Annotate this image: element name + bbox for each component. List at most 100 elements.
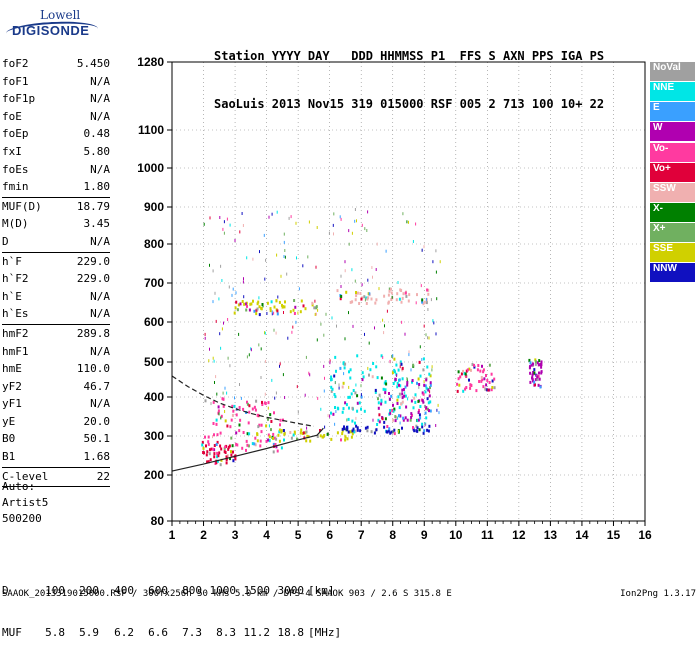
param-label: yF1 bbox=[2, 397, 22, 411]
echo-point bbox=[387, 300, 390, 304]
echo-point bbox=[370, 430, 373, 434]
echo-point bbox=[245, 439, 248, 443]
echo-point bbox=[276, 210, 278, 214]
echo-point bbox=[410, 415, 413, 419]
echo-point bbox=[220, 346, 222, 350]
echo-point bbox=[324, 376, 325, 380]
echo-point bbox=[362, 375, 365, 379]
echo-point bbox=[283, 232, 285, 236]
param-value: 289.8 bbox=[76, 326, 110, 340]
x-tick-label: 9 bbox=[421, 528, 428, 542]
echo-point bbox=[230, 453, 233, 457]
echo-point bbox=[469, 386, 472, 390]
echo-point bbox=[410, 368, 412, 372]
x-tick-label: 6 bbox=[326, 528, 333, 542]
echo-point bbox=[222, 227, 224, 231]
echo-point bbox=[295, 320, 297, 324]
echo-point bbox=[222, 391, 224, 395]
echo-point bbox=[332, 412, 335, 416]
param-value: 46.7 bbox=[83, 379, 111, 393]
echo-point bbox=[344, 337, 346, 341]
echo-point bbox=[419, 405, 422, 408]
echo-point bbox=[308, 371, 310, 375]
echo-point bbox=[377, 406, 380, 410]
echo-point bbox=[412, 427, 415, 431]
echo-point bbox=[356, 354, 359, 358]
echo-point bbox=[435, 332, 437, 336]
echo-point bbox=[409, 418, 412, 422]
echo-point bbox=[356, 291, 359, 295]
param-label: fxI bbox=[2, 144, 22, 158]
echo-point bbox=[458, 383, 461, 387]
y-tick-label: 80 bbox=[151, 514, 165, 528]
x-tick-label: 10 bbox=[449, 528, 463, 542]
echo-point bbox=[393, 428, 396, 432]
echo-point bbox=[484, 387, 487, 391]
echo-point bbox=[267, 438, 270, 442]
echo-point bbox=[209, 216, 211, 220]
echo-point bbox=[393, 432, 396, 436]
echo-point bbox=[380, 376, 383, 380]
echo-point bbox=[248, 410, 251, 414]
echo-point bbox=[253, 405, 256, 409]
echo-point bbox=[236, 308, 239, 312]
param-value: 1.80 bbox=[83, 180, 111, 194]
echo-point bbox=[401, 296, 404, 300]
echo-point bbox=[229, 425, 232, 429]
echo-point bbox=[481, 364, 483, 368]
logo-lowell-text: Lowell bbox=[40, 8, 81, 22]
param-value: N/A bbox=[90, 397, 110, 411]
echo-point bbox=[411, 379, 414, 382]
echo-point bbox=[457, 370, 460, 374]
echo-point bbox=[258, 313, 261, 317]
x-tick-label: 15 bbox=[607, 528, 621, 542]
echo-point bbox=[412, 240, 414, 243]
trace-model bbox=[171, 375, 315, 427]
echo-point bbox=[212, 269, 214, 273]
param-row: foF1 N/A bbox=[2, 73, 110, 91]
echo-point bbox=[423, 300, 426, 304]
echo-point bbox=[213, 359, 215, 363]
echo-point bbox=[421, 422, 424, 426]
echo-point bbox=[204, 332, 206, 336]
echo-point bbox=[473, 365, 476, 369]
echo-point bbox=[356, 394, 359, 398]
echo-point bbox=[354, 279, 356, 283]
param-separator bbox=[2, 323, 110, 325]
echo-point bbox=[425, 386, 428, 390]
echo-point bbox=[429, 383, 432, 387]
echo-point bbox=[369, 368, 372, 372]
echo-point bbox=[374, 388, 377, 392]
distance-value: 100 bbox=[45, 584, 65, 597]
echo-point bbox=[218, 412, 220, 416]
echo-point bbox=[256, 302, 259, 306]
echo-point bbox=[323, 389, 325, 393]
echo-point bbox=[298, 287, 300, 291]
param-label: hmF2 bbox=[2, 326, 29, 340]
x-tick-label: 12 bbox=[512, 528, 526, 542]
echo-point bbox=[242, 280, 244, 284]
echo-point bbox=[407, 299, 410, 303]
echo-point bbox=[422, 431, 425, 435]
echo-point bbox=[203, 451, 205, 455]
echo-point bbox=[469, 383, 472, 387]
param-separator bbox=[2, 196, 110, 198]
echo-point bbox=[220, 416, 222, 420]
legend-item: SSW bbox=[650, 182, 695, 202]
echo-point bbox=[387, 429, 390, 433]
echo-point bbox=[377, 397, 379, 401]
echo-point bbox=[427, 429, 430, 433]
echo-point bbox=[344, 362, 347, 366]
echo-point bbox=[223, 450, 226, 454]
echo-point bbox=[281, 305, 284, 309]
echo-point bbox=[335, 410, 337, 413]
echo-point bbox=[388, 392, 390, 395]
echo-point bbox=[213, 444, 216, 447]
echo-point bbox=[243, 302, 246, 306]
echo-point bbox=[399, 361, 401, 365]
echo-point bbox=[432, 260, 434, 264]
echo-point bbox=[532, 371, 535, 374]
echo-point bbox=[478, 380, 481, 383]
echo-point bbox=[427, 288, 430, 292]
param-row: foE N/A bbox=[2, 108, 110, 126]
